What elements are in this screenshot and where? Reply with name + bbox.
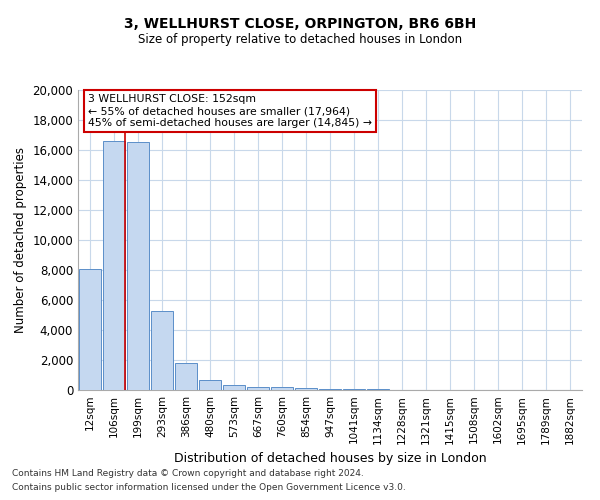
Bar xyxy=(223,385,245,390)
Bar xyxy=(367,389,389,390)
Bar xyxy=(79,269,101,390)
Bar xyxy=(175,363,197,390)
Text: 3 WELLHURST CLOSE: 152sqm
← 55% of detached houses are smaller (17,964)
45% of s: 3 WELLHURST CLOSE: 152sqm ← 55% of detac… xyxy=(88,94,372,128)
Bar xyxy=(319,389,341,390)
Y-axis label: Number of detached properties: Number of detached properties xyxy=(14,147,27,333)
X-axis label: Distribution of detached houses by size in London: Distribution of detached houses by size … xyxy=(173,452,487,465)
Text: Contains HM Land Registry data © Crown copyright and database right 2024.: Contains HM Land Registry data © Crown c… xyxy=(12,468,364,477)
Text: 3, WELLHURST CLOSE, ORPINGTON, BR6 6BH: 3, WELLHURST CLOSE, ORPINGTON, BR6 6BH xyxy=(124,18,476,32)
Bar xyxy=(295,388,317,390)
Bar xyxy=(199,380,221,390)
Bar xyxy=(127,142,149,390)
Text: Contains public sector information licensed under the Open Government Licence v3: Contains public sector information licen… xyxy=(12,484,406,492)
Bar xyxy=(151,310,173,390)
Bar xyxy=(271,388,293,390)
Bar xyxy=(343,389,365,390)
Bar xyxy=(247,387,269,390)
Bar xyxy=(103,141,125,390)
Text: Size of property relative to detached houses in London: Size of property relative to detached ho… xyxy=(138,32,462,46)
